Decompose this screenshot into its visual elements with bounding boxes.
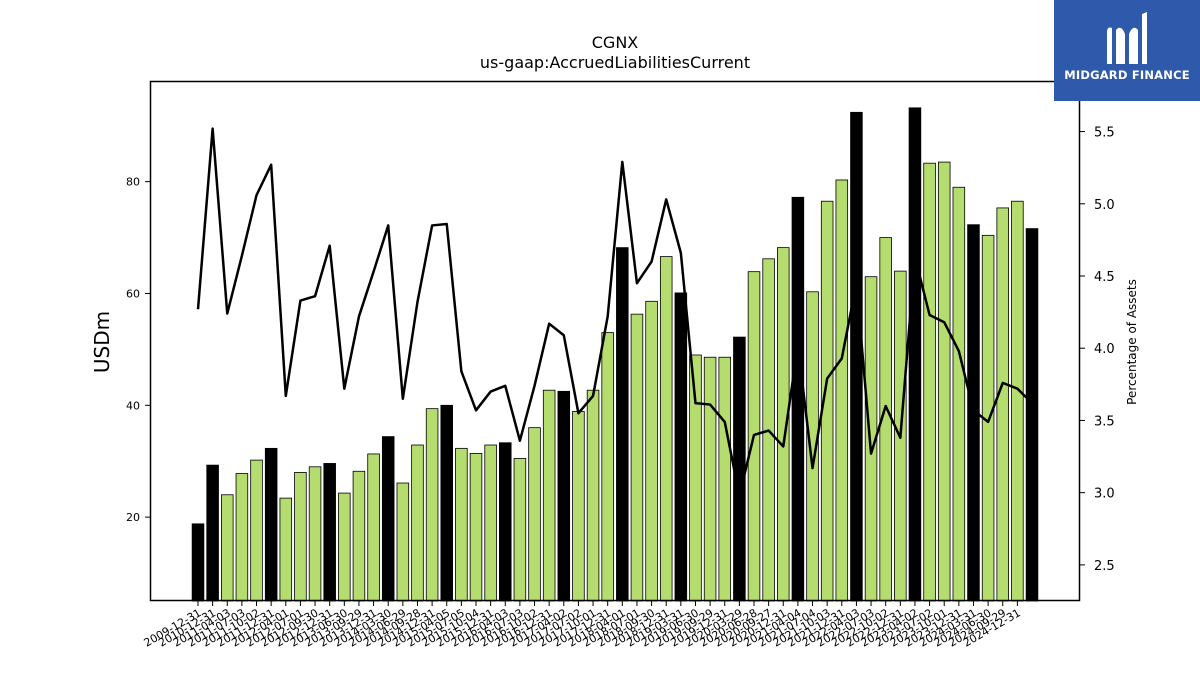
bar: [937, 161, 951, 602]
bar: [264, 447, 278, 602]
y-axis-label: USDm: [90, 311, 114, 373]
y2-tick-label: 5.0: [1094, 198, 1115, 213]
bar: [542, 389, 556, 602]
bar: [586, 389, 600, 602]
bar: [338, 492, 351, 602]
y2-tick-label: 5.5: [1094, 126, 1115, 141]
bar: [396, 482, 410, 602]
y2-tick-label: 4.5: [1094, 270, 1115, 285]
logo-text: MIDGARD FINANCE: [1064, 68, 1190, 82]
bar: [440, 404, 453, 602]
bar: [484, 444, 497, 602]
bar: [1011, 200, 1024, 602]
bar: [206, 464, 219, 602]
bar: [411, 444, 424, 602]
bar: [616, 247, 629, 602]
bar: [718, 356, 731, 602]
bar: [250, 459, 263, 602]
y2-tick-label: 2.5: [1094, 559, 1115, 574]
y-tick-label: 40: [126, 399, 140, 412]
y-axis-left: 20 40 60 80: [126, 176, 150, 524]
bar: [645, 300, 658, 602]
bar: [308, 466, 322, 602]
bar: [499, 442, 512, 602]
bar: [235, 473, 249, 602]
bar: [191, 523, 205, 602]
bar: [923, 162, 936, 602]
plot-frame: [149, 80, 1081, 602]
bar: [352, 470, 366, 602]
y2-tick-label: 4.0: [1094, 342, 1115, 357]
bar: [630, 313, 644, 602]
line-path: [196, 127, 1033, 497]
bar: [996, 207, 1009, 602]
y2-tick-label: 3.5: [1094, 414, 1115, 429]
bar: [323, 463, 336, 602]
bar: [279, 497, 293, 602]
bar: [850, 111, 863, 602]
bar: [572, 411, 585, 602]
y-tick-label: 20: [126, 511, 140, 524]
bar: [601, 332, 614, 602]
bar: [952, 186, 966, 602]
bar: [294, 471, 307, 602]
bar: [469, 452, 483, 602]
bar: [791, 196, 805, 602]
bar: [659, 256, 673, 602]
bar: [528, 427, 541, 602]
y-axis-right: 2.5 3.0 3.5 4.0 4.5 5.0 5.5: [1080, 126, 1115, 574]
bar: [908, 107, 922, 602]
bar-series: [191, 107, 1039, 602]
chart-title: CGNX: [592, 33, 639, 52]
logo: MIDGARD FINANCE: [1054, 0, 1200, 101]
y2-tick-label: 3.0: [1094, 487, 1115, 502]
bar: [703, 356, 717, 602]
bar: [455, 447, 468, 602]
bar: [367, 453, 380, 602]
bar: [674, 292, 688, 602]
y-tick-label: 60: [126, 287, 140, 300]
bar: [835, 179, 849, 602]
bar: [513, 458, 527, 602]
midgard-logo-icon: [1107, 12, 1147, 64]
bar: [425, 408, 439, 602]
bar: [221, 494, 234, 602]
bar: [1025, 228, 1039, 602]
y-tick-label: 80: [126, 176, 140, 189]
chart-subtitle: us-gaap:AccruedLiabilitiesCurrent: [480, 53, 750, 72]
bar: [557, 390, 571, 602]
line-series: [196, 127, 1033, 497]
y2-axis-label: Percentage of Assets: [1125, 279, 1139, 405]
x-axis: 2009-12-312010-12-312011-04-032011-07-03…: [142, 601, 1023, 650]
bar: [381, 436, 395, 602]
